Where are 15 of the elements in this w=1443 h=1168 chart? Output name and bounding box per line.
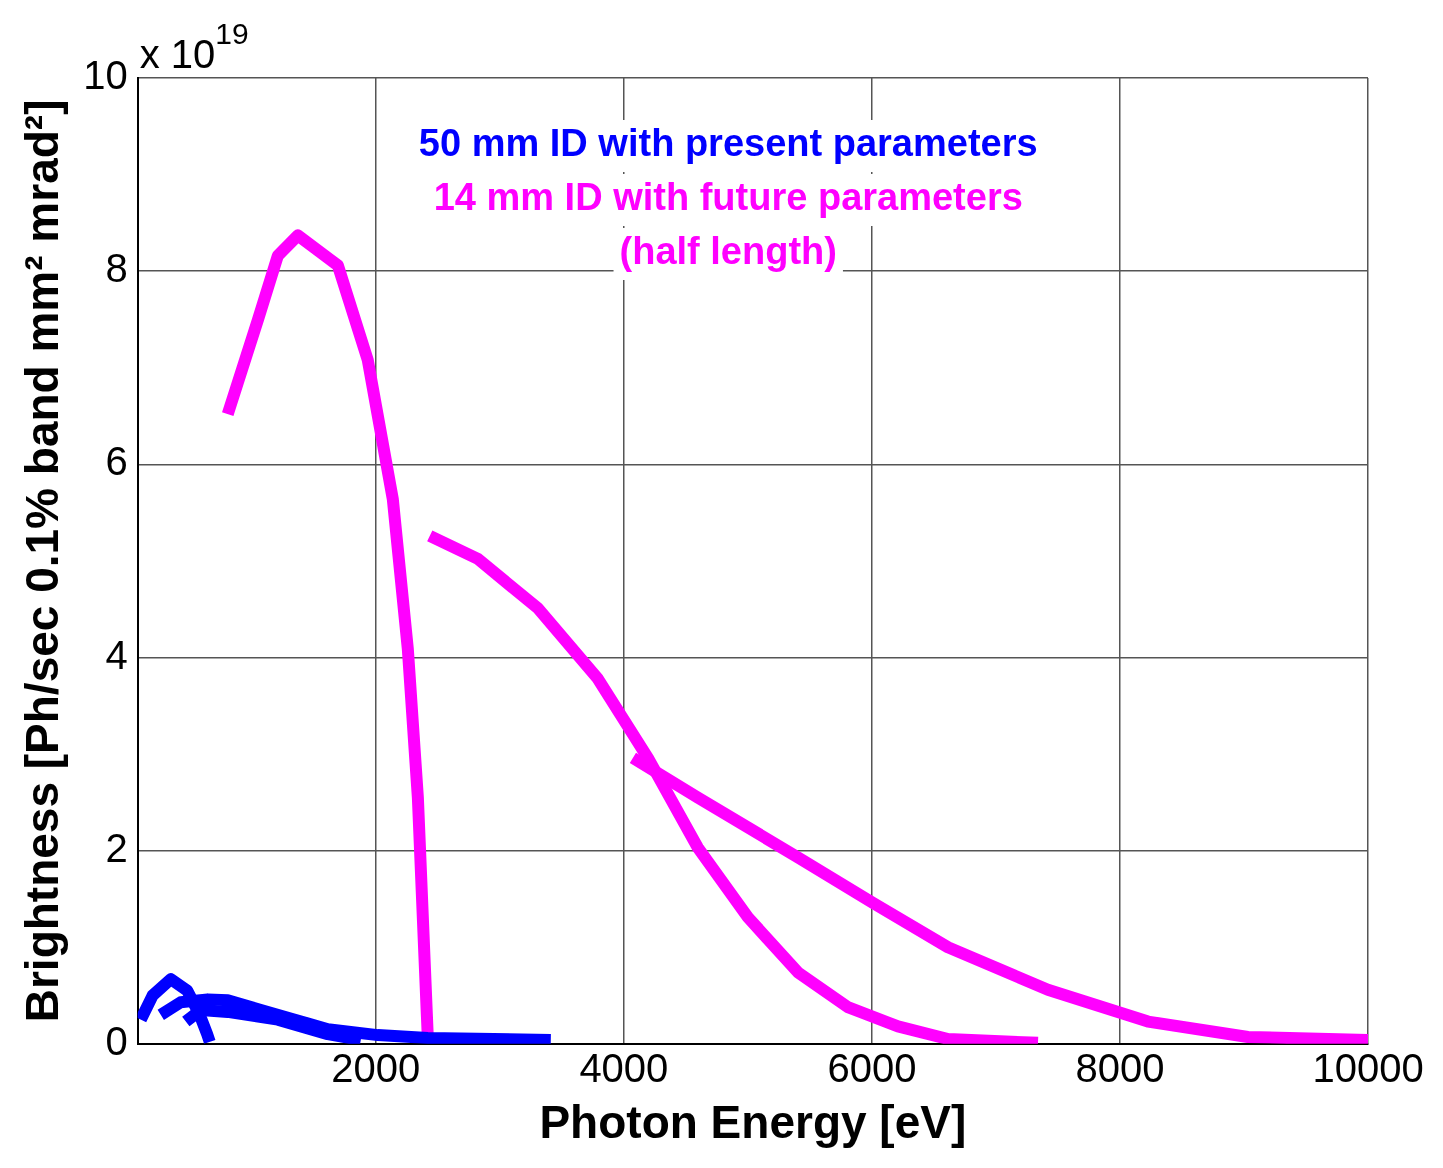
y-tick-label: 2	[105, 825, 128, 870]
y-axis-title: Brightness [Ph/sec 0.1% band mm² mrad²]	[16, 99, 69, 1023]
y-tick-label: 0	[105, 1018, 128, 1063]
y-tick-label: 10	[83, 53, 128, 98]
x-tick-label: 8000	[1075, 1045, 1165, 1090]
text: 50 mm ID with present parameters	[418, 122, 1038, 165]
y-tick-label: 6	[105, 439, 128, 484]
x-tick-label: 6000	[827, 1045, 917, 1090]
x-tick-label: 10000	[1312, 1045, 1424, 1090]
text: 14 mm ID with future parameters (half length)	[433, 176, 1023, 273]
x-tick-label: 2000	[331, 1045, 421, 1090]
x-tick-label: 4000	[579, 1045, 669, 1090]
y-tick-label: 4	[105, 632, 128, 677]
y-tick-label: 8	[105, 246, 128, 291]
x-axis-title: Photon Energy [eV]	[539, 1096, 967, 1149]
